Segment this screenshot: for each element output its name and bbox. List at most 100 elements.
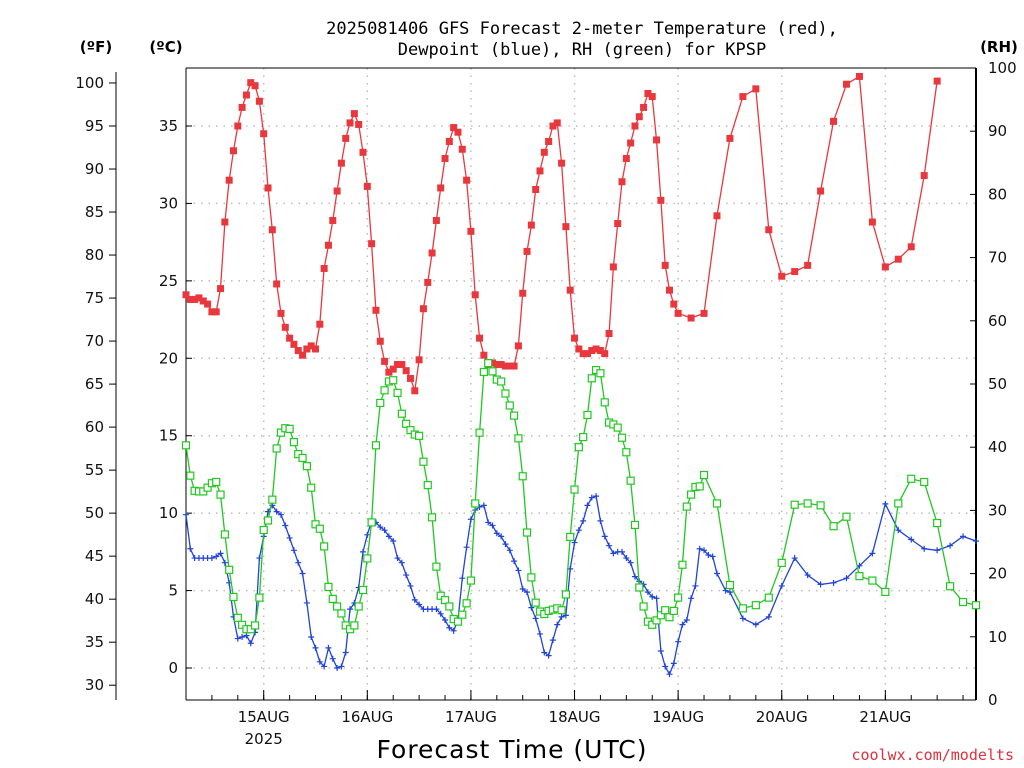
- data-point-dewpoint: [394, 555, 401, 562]
- series-temp: [182, 72, 941, 395]
- data-point-rh: [695, 482, 704, 491]
- data-point-dewpoint: [679, 621, 686, 628]
- data-point-dewpoint: [627, 559, 634, 566]
- fahrenheit-tick-label: 100: [75, 74, 104, 92]
- celsius-tick-label: 10: [159, 504, 178, 522]
- data-point-rh: [393, 388, 402, 397]
- data-point-dewpoint: [364, 531, 371, 538]
- data-point-temp: [191, 295, 199, 303]
- data-point-rh: [376, 398, 385, 408]
- data-point-dewpoint: [666, 671, 673, 678]
- data-point-rh: [566, 532, 575, 542]
- data-point-dewpoint: [295, 559, 302, 566]
- data-point-temp: [510, 362, 518, 370]
- data-point-temp: [212, 308, 220, 316]
- data-point-temp: [454, 128, 462, 136]
- series-rh: [181, 359, 981, 634]
- data-point-dewpoint: [221, 559, 228, 566]
- data-point-temp: [855, 72, 863, 80]
- chart-title-line-2: Dewpoint (blue), RH (green) for KPSP: [398, 40, 766, 60]
- data-point-rh: [622, 448, 631, 457]
- data-point-temp: [868, 218, 876, 226]
- data-point-temp: [881, 263, 889, 271]
- data-point-dewpoint: [239, 634, 246, 641]
- data-point-rh: [186, 471, 195, 480]
- data-point-rh: [514, 434, 523, 443]
- data-point-rh: [518, 472, 527, 481]
- data-point-dewpoint: [726, 589, 733, 596]
- fahrenheit-tick-label: 45: [85, 547, 104, 565]
- data-point-temp: [437, 184, 445, 192]
- data-point-rh: [682, 502, 691, 511]
- fahrenheit-tick-label: 55: [85, 461, 104, 479]
- data-point-dewpoint: [359, 548, 366, 555]
- data-point-temp: [186, 295, 194, 303]
- data-point-temp: [264, 184, 272, 192]
- data-point-temp: [277, 309, 285, 317]
- data-point-rh: [497, 377, 506, 386]
- data-point-dewpoint: [558, 613, 565, 620]
- data-point-dewpoint: [334, 665, 341, 671]
- data-point-rh: [406, 426, 415, 435]
- data-point-temp: [234, 122, 242, 130]
- data-point-rh: [596, 369, 605, 378]
- data-point-temp: [195, 294, 203, 302]
- data-point-dewpoint: [662, 663, 669, 670]
- data-point-dewpoint: [385, 533, 392, 540]
- rh-tick-label: 100: [988, 59, 1017, 77]
- data-point-temp: [290, 340, 298, 348]
- data-point-dewpoint: [649, 593, 656, 600]
- data-point-dewpoint: [316, 658, 323, 665]
- fahrenheit-tick-label: 80: [85, 246, 104, 264]
- celsius-tick-label: 5: [168, 582, 178, 600]
- x-tick-label: 20AUG: [756, 708, 808, 726]
- rh-tick-label: 30: [988, 501, 1007, 519]
- data-point-rh: [272, 444, 281, 453]
- celsius-tick-label: 20: [159, 349, 178, 367]
- data-point-rh: [432, 562, 441, 571]
- rh-tick-label: 80: [988, 185, 1007, 203]
- data-point-temp: [614, 220, 622, 228]
- data-point-dewpoint: [701, 547, 708, 554]
- data-point-dewpoint: [519, 586, 526, 593]
- data-point-rh: [419, 457, 428, 466]
- data-point-dewpoint: [765, 613, 772, 620]
- data-point-temp: [217, 285, 225, 293]
- data-point-rh: [220, 530, 229, 539]
- data-point-dewpoint: [705, 551, 712, 558]
- data-point-dewpoint: [282, 522, 289, 529]
- data-point-dewpoint: [921, 545, 928, 552]
- data-point-temp: [432, 216, 440, 224]
- data-point-rh: [751, 601, 760, 610]
- data-point-temp: [333, 187, 341, 195]
- data-point-temp: [394, 360, 402, 368]
- data-point-dewpoint: [623, 555, 630, 562]
- data-point-dewpoint: [286, 534, 293, 541]
- data-point-dewpoint: [187, 545, 194, 552]
- data-point-temp: [268, 226, 276, 234]
- data-point-rh: [255, 593, 264, 602]
- data-point-dewpoint: [398, 559, 405, 566]
- fahrenheit-tick-label: 35: [85, 633, 104, 651]
- data-point-temp: [752, 85, 760, 93]
- data-point-rh: [268, 495, 277, 504]
- data-point-dewpoint: [817, 581, 824, 588]
- data-point-dewpoint: [644, 589, 651, 596]
- data-point-dewpoint: [562, 612, 569, 619]
- data-point-rh: [354, 602, 363, 611]
- data-point-dewpoint: [804, 572, 811, 579]
- rh-tick-label: 10: [988, 628, 1007, 646]
- data-point-rh: [380, 386, 389, 395]
- data-point-dewpoint: [308, 634, 315, 641]
- data-point-temp: [657, 196, 665, 204]
- data-point-dewpoint: [830, 579, 837, 586]
- data-point-rh: [522, 528, 532, 537]
- data-point-temp: [255, 97, 263, 105]
- data-point-rh: [216, 490, 225, 499]
- data-point-temp: [359, 148, 367, 156]
- data-point-dewpoint: [675, 638, 682, 645]
- data-point-dewpoint: [511, 558, 518, 565]
- data-point-temp: [648, 93, 656, 101]
- data-point-temp: [497, 360, 505, 368]
